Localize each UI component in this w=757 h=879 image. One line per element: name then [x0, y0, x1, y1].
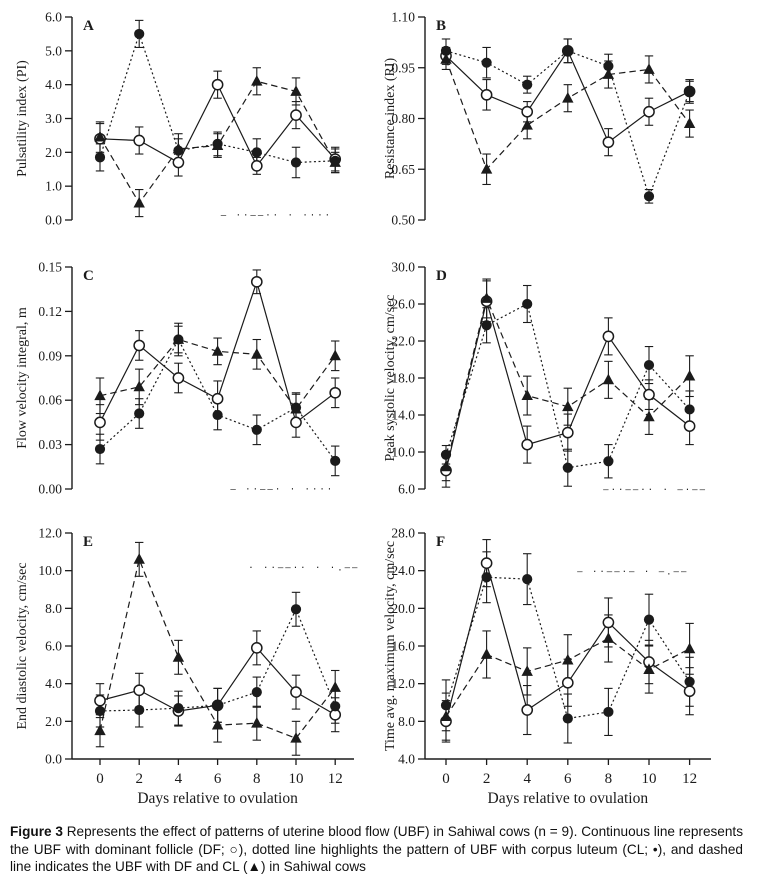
chart-resistance-index: 1.10 0.95 0.80 0.65 0.50 Resistance index (RI…: [383, 10, 696, 228]
svg-text:Days relative to ovulation: Days relative to ovulation: [137, 790, 298, 807]
svg-text:12.0: 12.0: [38, 526, 62, 541]
panel-D: 30.0 26.0 22.0 18.0 14.0 10.0 6.0 Peak systolic…: [378, 240, 756, 520]
caption-label: Figure 3: [10, 824, 63, 839]
svg-text:0.06: 0.06: [38, 393, 62, 408]
svg-text:Flow velocity integral, m: Flow velocity integral, m: [15, 307, 30, 449]
svg-text:10.0: 10.0: [38, 563, 62, 578]
svg-text:0.09: 0.09: [38, 348, 62, 363]
svg-text:0.12: 0.12: [38, 304, 62, 319]
svg-text:12: 12: [682, 771, 697, 787]
svg-text:Resistance index (RI): Resistance index (RI): [383, 58, 398, 180]
svg-text:4.0: 4.0: [45, 77, 62, 92]
svg-text:10.0: 10.0: [391, 445, 415, 460]
svg-text:6.0: 6.0: [45, 639, 62, 654]
svg-text:–··––·· · –·––: –··––·· · –·––: [603, 486, 707, 496]
svg-text:B: B: [436, 18, 446, 34]
svg-text:4: 4: [175, 771, 183, 787]
svg-text:12.0: 12.0: [391, 676, 415, 691]
svg-text:F: F: [436, 534, 445, 550]
panel-A: 6.0 5.0 4.0 3.0 2.0 1.0 0.0 Pulsatility index (…: [0, 0, 378, 240]
svg-text:2.0: 2.0: [45, 714, 62, 729]
svg-text:12: 12: [328, 771, 343, 787]
svg-text:6: 6: [564, 771, 572, 787]
svg-text:D: D: [436, 268, 447, 284]
svg-text:10: 10: [642, 771, 657, 787]
svg-text:Time avg. maximum velocity, cm: Time avg. maximum velocity, cm/sec: [383, 541, 398, 751]
svg-text:6.0: 6.0: [398, 482, 415, 497]
svg-text:– ··––·– · –.––: – ··––·– · –.––: [577, 567, 688, 577]
chart-pulsatility-index: 6.0 5.0 4.0 3.0 2.0 1.0 0.0 Pulsatility index (…: [15, 10, 342, 228]
svg-text:14.0: 14.0: [391, 408, 415, 423]
panel-C: 0.15 0.12 0.09 0.06 0.03 0.00 Flow velocity in…: [0, 240, 378, 520]
svg-text:1.10: 1.10: [391, 10, 415, 25]
svg-text:End diastolic velocity, cm/sec: End diastolic velocity, cm/sec: [15, 562, 30, 729]
svg-text:0: 0: [442, 771, 450, 787]
svg-text:Days relative to ovulation: Days relative to ovulation: [488, 790, 649, 807]
svg-text:0.0: 0.0: [45, 752, 62, 767]
svg-text:16.0: 16.0: [391, 639, 415, 654]
svg-text:0.15: 0.15: [38, 260, 62, 275]
svg-text:– ··––· · ····: – ··––· · ····: [230, 485, 334, 495]
svg-text:8: 8: [253, 771, 261, 787]
svg-text:C: C: [83, 268, 94, 284]
svg-text:1.0: 1.0: [45, 179, 62, 194]
svg-text:2: 2: [483, 771, 491, 787]
chart-end-diastolic-velocity: 12.0 10.0 8.0 6.0 4.0 2.0 0.0 End diastolic vel…: [15, 526, 359, 808]
svg-text:4.0: 4.0: [398, 752, 415, 767]
svg-text:28.0: 28.0: [391, 526, 415, 541]
svg-text:A: A: [83, 18, 94, 34]
svg-text:30.0: 30.0: [391, 260, 415, 275]
svg-text:2.0: 2.0: [45, 145, 62, 160]
svg-text:2: 2: [135, 771, 143, 787]
svg-text:0: 0: [96, 771, 104, 787]
svg-text:20.0: 20.0: [391, 601, 415, 616]
svg-text:3.0: 3.0: [45, 111, 62, 126]
svg-text:0.95: 0.95: [391, 60, 415, 75]
svg-text:8: 8: [605, 771, 613, 787]
figure-caption: Figure 3 Represents the effect of patter…: [0, 810, 757, 876]
svg-text:4: 4: [523, 771, 531, 787]
panel-F: 28.0 24.0 20.0 16.0 12.0 8.0 4.0 Time avg. maxi…: [378, 520, 756, 810]
svg-text:0.00: 0.00: [38, 482, 62, 497]
panels-grid: 6.0 5.0 4.0 3.0 2.0 1.0 0.0 Pulsatility index (…: [0, 0, 756, 810]
svg-text:0.0: 0.0: [45, 213, 62, 228]
svg-text:8.0: 8.0: [398, 714, 415, 729]
svg-text:Pulsatility index (PI): Pulsatility index (PI): [15, 60, 30, 177]
svg-text:22.0: 22.0: [391, 334, 415, 349]
svg-text:24.0: 24.0: [391, 563, 415, 578]
svg-text:5.0: 5.0: [45, 43, 62, 58]
svg-text:0.03: 0.03: [38, 437, 62, 452]
svg-text:E: E: [83, 534, 93, 550]
svg-text:· ··––·· · ·.––: · ··––·· · ·.––: [248, 564, 359, 574]
svg-text:0.50: 0.50: [391, 213, 415, 228]
svg-text:6.0: 6.0: [45, 10, 62, 25]
svg-text:– ··––·· · ····: – ··––·· · ····: [221, 211, 332, 221]
panel-B: 1.10 0.95 0.80 0.65 0.50 Resistance index (RI…: [378, 0, 756, 240]
panel-E: 12.0 10.0 8.0 6.0 4.0 2.0 0.0 End diastolic vel…: [0, 520, 378, 810]
svg-text:8.0: 8.0: [45, 601, 62, 616]
svg-text:10: 10: [289, 771, 304, 787]
svg-text:0.80: 0.80: [391, 111, 415, 126]
svg-text:0.65: 0.65: [391, 162, 415, 177]
svg-text:Peak systolic velocity, cm/sec: Peak systolic velocity, cm/sec: [383, 294, 398, 461]
chart-flow-velocity-integral: 0.15 0.12 0.09 0.06 0.03 0.00 Flow velocity in…: [15, 260, 342, 497]
svg-text:18.0: 18.0: [391, 371, 415, 386]
caption-text: Represents the effect of patterns of ute…: [10, 824, 743, 875]
chart-peak-systolic-velocity: 30.0 26.0 22.0 18.0 14.0 10.0 6.0 Peak systolic…: [383, 260, 707, 497]
svg-text:6: 6: [214, 771, 222, 787]
svg-text:26.0: 26.0: [391, 297, 415, 312]
svg-text:4.0: 4.0: [45, 676, 62, 691]
